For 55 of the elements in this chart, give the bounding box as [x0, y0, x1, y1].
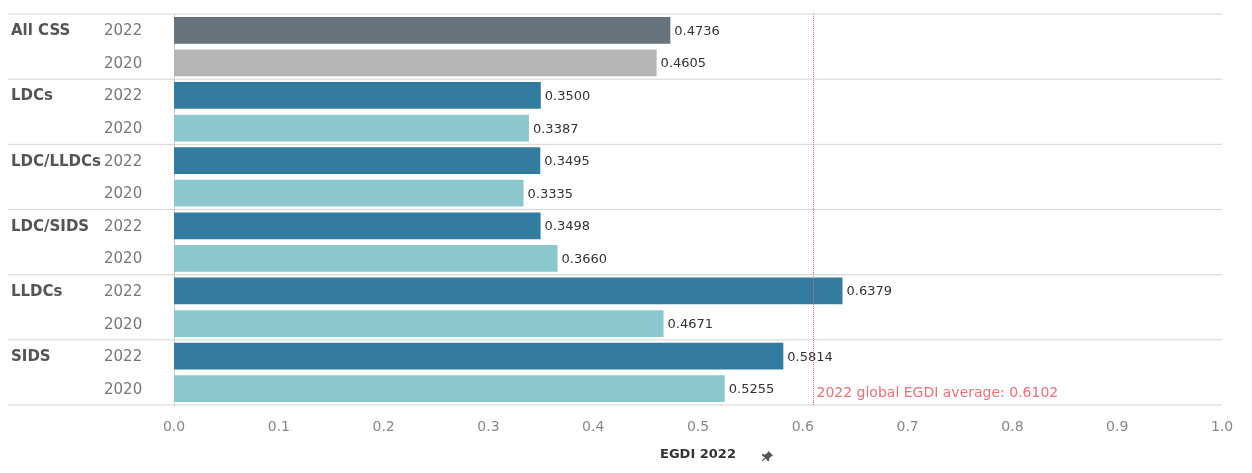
bar [174, 16, 671, 44]
text: LDCs [11, 86, 54, 105]
text: LLDCs [11, 281, 63, 300]
bar [174, 375, 725, 403]
data-label: 0.4605 [660, 55, 707, 71]
bar [174, 310, 664, 337]
y-tick-label: 2022 [104, 86, 143, 105]
bar [174, 49, 657, 77]
ref-line-label: 2022 global EGDI average: 0.6102 [816, 383, 1059, 400]
bar [174, 212, 541, 240]
data-label: 0.3335 [527, 185, 574, 201]
x-tick-label: 0.9 [1106, 418, 1129, 434]
data-label: 0.3495 [544, 153, 590, 169]
x-tick-label: 0.3 [477, 418, 500, 434]
y-tick-label: 2020 [104, 249, 143, 268]
data-label: 0.3500 [544, 87, 591, 103]
text: LDC/LLDCs [11, 151, 102, 170]
bar [174, 114, 529, 142]
data-label: 0.3387 [532, 120, 579, 136]
y-tick-label: 2020 [104, 379, 143, 398]
y-tick-label: 2022 [104, 21, 143, 40]
data-label: 0.5255 [728, 381, 775, 397]
bar [174, 179, 524, 207]
bar [174, 342, 784, 370]
text: SIDS [11, 347, 51, 366]
y-tick-label: 2022 [104, 281, 143, 300]
bar [174, 147, 541, 174]
bar [174, 277, 843, 305]
y-tick-label: 2020 [104, 119, 143, 138]
y-tick-label: 2020 [104, 314, 143, 333]
y-tick-label: 2022 [104, 216, 143, 235]
y-tick-label: 2020 [104, 184, 143, 203]
y-tick-label: 2020 [104, 53, 143, 72]
text: All CSS [11, 21, 71, 40]
bar [174, 82, 541, 109]
x-tick-label: 0.8 [1001, 418, 1024, 434]
x-tick-label: 1.0 [1210, 418, 1234, 434]
data-label: 0.5814 [787, 348, 833, 364]
data-label: 0.6379 [846, 283, 893, 299]
x-tick-label: 0.2 [372, 418, 395, 434]
x-tick-label: 0.6 [791, 418, 815, 434]
x-tick-label: 0.5 [686, 418, 710, 434]
data-label: 0.4671 [667, 316, 714, 332]
x-tick-label: 0.4 [582, 418, 605, 434]
bar [174, 245, 558, 272]
y-tick-label: 2022 [104, 151, 143, 170]
data-label: 0.3660 [561, 250, 608, 266]
x-axis-title: EGDI 2022 [660, 446, 736, 461]
text: LDC/SIDS [11, 216, 90, 235]
y-tick-label: 2022 [104, 347, 143, 366]
data-label: 0.4736 [674, 22, 720, 38]
data-label: 0.3498 [544, 218, 591, 234]
x-tick-label: 0.7 [896, 418, 919, 434]
x-tick-label: 0.0 [162, 418, 186, 434]
x-tick-label: 0.1 [267, 418, 290, 434]
